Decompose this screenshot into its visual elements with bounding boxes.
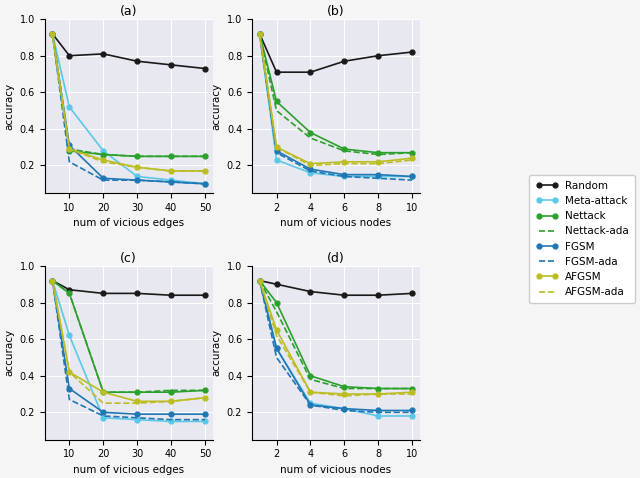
Title: (c): (c) <box>120 252 137 265</box>
Y-axis label: accuracy: accuracy <box>211 83 221 130</box>
Y-axis label: accuracy: accuracy <box>4 329 14 376</box>
X-axis label: num of vicious edges: num of vicious edges <box>73 465 184 475</box>
X-axis label: num of vicious nodes: num of vicious nodes <box>280 218 392 228</box>
Legend: Random, Meta-attack, Nettack, Nettack-ada, FGSM, FGSM-ada, AFGSM, AFGSM-ada: Random, Meta-attack, Nettack, Nettack-ad… <box>529 174 635 304</box>
Y-axis label: accuracy: accuracy <box>4 83 14 130</box>
X-axis label: num of vicious nodes: num of vicious nodes <box>280 465 392 475</box>
Title: (a): (a) <box>120 5 138 18</box>
X-axis label: num of vicious edges: num of vicious edges <box>73 218 184 228</box>
Title: (d): (d) <box>327 252 345 265</box>
Y-axis label: accuracy: accuracy <box>211 329 221 376</box>
Title: (b): (b) <box>327 5 345 18</box>
